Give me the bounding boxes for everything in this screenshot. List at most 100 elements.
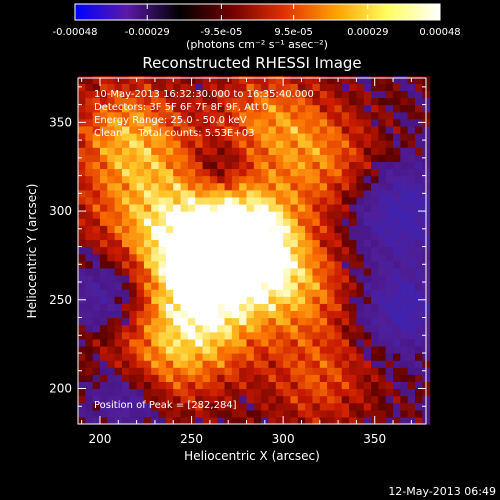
heatmap-cell [253,97,262,106]
heatmap-cell [217,274,226,283]
heatmap-cell [202,402,211,411]
heatmap-cell [275,97,284,106]
heatmap-cell [209,147,218,155]
heatmap-cell [290,76,299,84]
heatmap-cell [121,331,130,340]
heatmap-cell [349,118,357,127]
heatmap-cell [319,133,328,141]
heatmap-cell [334,140,343,148]
heatmap-cell [253,83,262,92]
heatmap-cell [275,253,284,262]
heatmap-cell [253,331,262,340]
heatmap-cell [393,225,401,233]
heatmap-cell [217,267,226,276]
x-axis-label: Heliocentric X (arcsec) [184,449,320,463]
heatmap-cell [78,353,86,361]
heatmap-cell [341,367,350,375]
heatmap-cell [363,90,372,99]
heatmap-cell [209,310,218,319]
heatmap-cell [312,381,321,390]
heatmap-cell [246,239,255,248]
heatmap-cell [187,239,196,248]
heatmap-cell [378,345,387,354]
heatmap-cell [78,175,86,184]
heatmap-cell [151,246,160,255]
heatmap-cell [202,104,211,113]
heatmap-cell [129,324,138,333]
heatmap-cell [107,267,116,276]
heatmap-cell [378,395,387,404]
heatmap-cell [136,367,145,375]
heatmap-cell [136,246,145,255]
heatmap-cell [290,140,299,148]
heatmap-cell [195,353,204,361]
heatmap-cell [407,253,416,262]
heatmap-cell [341,324,350,333]
heatmap-cell [78,324,86,333]
heatmap-cell [400,118,409,127]
heatmap-cell [253,353,262,361]
heatmap-cell [407,140,416,148]
heatmap-cell [275,317,284,326]
heatmap-cell [92,203,101,212]
heatmap-cell [378,360,387,368]
heatmap-cell [187,324,196,333]
heatmap-cell [129,133,138,141]
heatmap-cell [136,289,145,297]
heatmap-cell [217,416,226,425]
heatmap-cell [275,83,284,92]
heatmap-cell [334,253,343,262]
heatmap-cell [78,203,86,212]
heatmap-cell [253,211,262,219]
heatmap-cell [400,353,409,361]
heatmap-cell [217,76,226,84]
heatmap-cell [114,239,123,248]
heatmap-cell [121,416,130,425]
heatmap-cell [121,225,130,233]
heatmap-cell [363,395,372,404]
heatmap-cell [121,296,130,304]
heatmap-cell [224,246,233,255]
heatmap-cell [202,267,211,276]
heatmap-cell [378,161,387,170]
heatmap-cell [143,196,152,205]
heatmap-cell [378,246,387,255]
heatmap-cell [305,310,314,319]
heatmap-cell [356,296,365,304]
heatmap-cell [180,353,189,361]
heatmap-cell [239,317,248,326]
heatmap-cell [151,367,160,375]
heatmap-cell [268,140,277,148]
heatmap-cell [173,317,182,326]
heatmap-cell [378,175,387,184]
heatmap-cell [415,274,423,283]
heatmap-cell [268,374,277,383]
heatmap-cell [209,161,218,170]
heatmap-cell [99,395,108,404]
heatmap-cell [305,282,314,290]
heatmap-cell [356,402,365,411]
heatmap-cell [305,118,314,127]
heatmap-cell [283,161,292,170]
heatmap-cell [99,83,108,92]
heatmap-cell [136,189,145,198]
heatmap-cell [275,402,284,411]
heatmap-cell [378,409,387,418]
heatmap-cell [319,260,328,269]
heatmap-cell [92,274,101,283]
heatmap-cell [341,331,350,340]
heatmap-cell [349,111,357,120]
heatmap-cell [151,125,160,134]
heatmap-cell [334,168,343,177]
heatmap-cell [121,218,130,226]
heatmap-cell [349,253,357,262]
heatmap-cell [371,402,379,411]
heatmap-cell [143,175,152,184]
heatmap-cell [246,76,255,84]
heatmap-cell [143,83,152,92]
heatmap-cell [253,147,262,155]
heatmap-cell [107,345,116,354]
y-axis-label: Heliocentric Y (arcsec) [25,184,39,319]
heatmap-cell [180,246,189,255]
heatmap-cell [239,154,248,162]
